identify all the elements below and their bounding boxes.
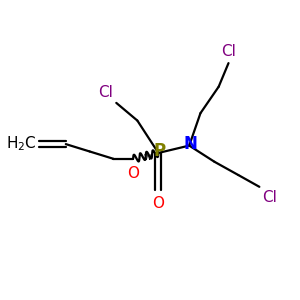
Text: w: w [143,152,151,162]
Text: O: O [152,196,164,211]
Text: Cl: Cl [99,85,113,100]
Text: P: P [154,142,166,160]
Text: N: N [184,135,198,153]
Text: O: O [127,166,139,181]
Text: Cl: Cl [262,190,277,205]
Text: Cl: Cl [221,44,236,59]
Text: H$_2$C: H$_2$C [6,135,37,154]
